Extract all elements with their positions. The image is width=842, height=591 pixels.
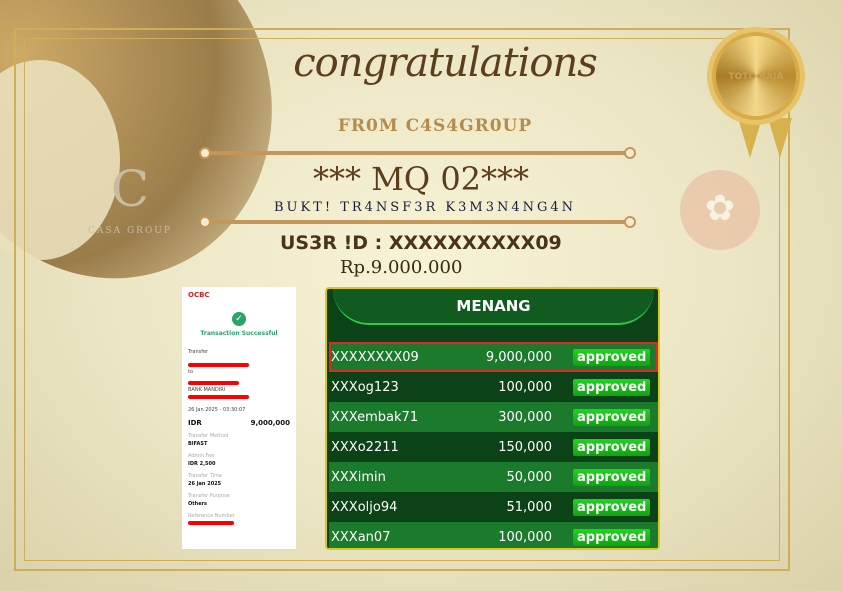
status-badge: approved [573, 528, 651, 546]
bauhinia-emblem-icon: ✿ [680, 170, 760, 250]
to-label: to [188, 369, 194, 375]
row-user: XXXoljo94 [331, 499, 398, 515]
field-label: Transfer Purpose [188, 493, 230, 499]
transfer-receipt: OCBC ✓ Transaction Successful Transfer t… [182, 287, 296, 549]
code-heading: *** MQ 02*** [312, 160, 530, 198]
field-value: Others [188, 501, 208, 507]
table-row: XXXog123 100,000 approved [329, 372, 658, 402]
table-row: XXXXXXXX09 9,000,000 approved [329, 342, 658, 372]
table-row: XXXo2211 150,000 approved [329, 432, 658, 462]
check-icon: ✓ [232, 312, 246, 326]
row-amount: 300,000 [498, 409, 552, 425]
status-badge: approved [573, 408, 651, 426]
status-text: Transaction Successful [200, 330, 278, 337]
row-user: XXXXXXXX09 [331, 349, 419, 365]
status-badge: approved [573, 468, 651, 486]
row-user: XXXan07 [331, 529, 391, 545]
redacted [188, 521, 234, 525]
gold-frame [14, 28, 790, 571]
casa-group-watermark: C CASA GROUP [88, 160, 172, 236]
row-amount: 51,000 [506, 499, 553, 515]
field-value: IDR 2,500 [188, 461, 216, 467]
medal-ribbon [738, 118, 792, 158]
row-user: XXXo2211 [331, 439, 399, 455]
redacted [188, 395, 250, 399]
table-row: XXXoljo94 51,000 approved [329, 492, 658, 522]
from-label: FR0M C4S4GR0UP [337, 116, 533, 136]
congratulations-title: congratulations [293, 40, 598, 86]
table-row: XXXan07 100,000 approved [329, 522, 658, 548]
amount: Rp.9.000.000 [340, 257, 463, 278]
datetime: 26 Jan 2025 - 03:30:07 [188, 407, 246, 413]
subtitle: BUKT! TR4NSF3R K3M3N4NG4N [273, 200, 577, 215]
field-label: Admin Fee [188, 453, 215, 459]
table-header: MENANG [333, 289, 654, 325]
field-label: Reference Number [188, 513, 235, 519]
row-user: XXXembak71 [331, 409, 419, 425]
medal-icon: TOTO RAJA [712, 32, 800, 120]
receipt-amount: 9,000,000 [250, 419, 290, 427]
user-id: US3R !D : XXXXXXXXXX09 [280, 232, 562, 254]
field-label: Transfer Method [188, 433, 229, 439]
field-label: Transfer Time [188, 473, 222, 479]
currency: IDR [188, 419, 202, 427]
winners-table: MENANG XXXXXXXX09 9,000,000 approved XXXog1… [325, 287, 660, 550]
row-amount: 100,000 [498, 379, 552, 395]
row-amount: 100,000 [498, 529, 552, 545]
gold-frame-inner [24, 38, 780, 561]
transfer-label: Transfer [188, 349, 209, 355]
divider [199, 216, 636, 228]
table-row: XXXembak71 300,000 approved [329, 402, 658, 432]
field-value: 26 Jan 2025 [188, 481, 222, 487]
status-badge: approved [573, 378, 651, 396]
redacted [188, 363, 250, 367]
redacted [188, 381, 239, 385]
status-badge: approved [573, 438, 651, 456]
bank-name: BANK MANDIRI [188, 387, 226, 393]
bank-logo: OCBC [188, 291, 210, 299]
row-amount: 50,000 [506, 469, 553, 485]
row-amount: 9,000,000 [485, 349, 552, 365]
row-user: XXXimin [331, 469, 386, 485]
row-amount: 150,000 [498, 439, 552, 455]
status-badge: approved [573, 348, 651, 366]
divider [199, 147, 636, 159]
status-badge: approved [573, 498, 651, 516]
row-user: XXXog123 [331, 379, 399, 395]
table-row: XXXimin 50,000 approved [329, 462, 658, 492]
field-value: BIFAST [188, 441, 208, 447]
